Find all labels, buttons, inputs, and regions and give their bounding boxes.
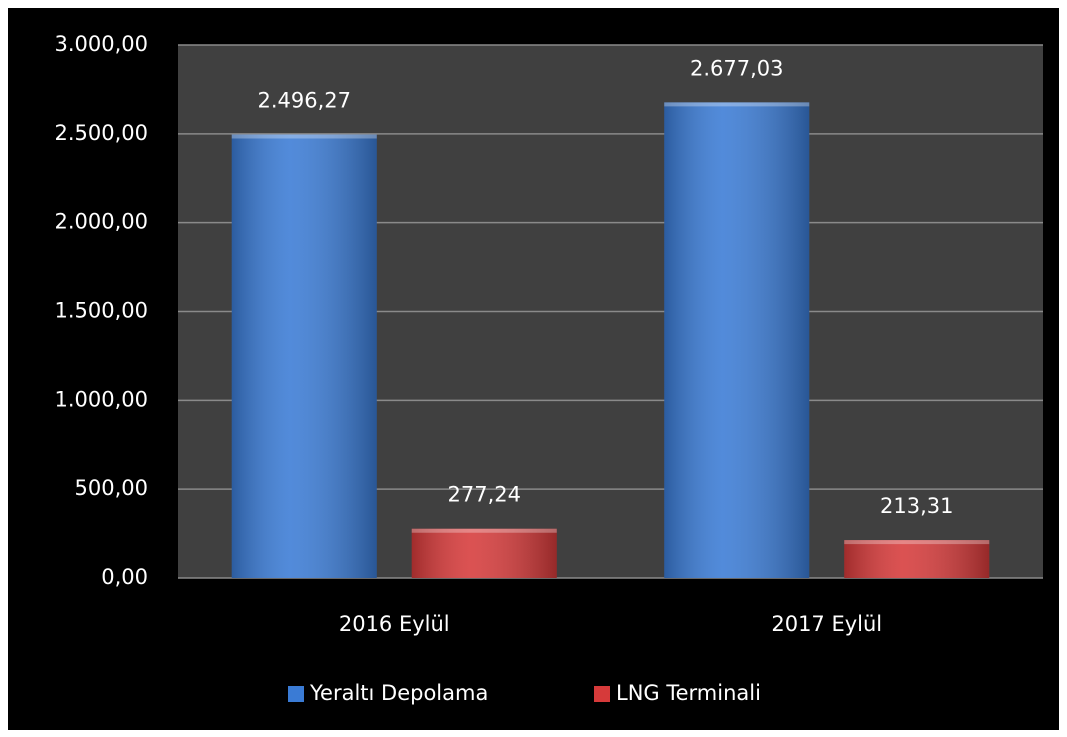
legend-label: LNG Terminali [616, 681, 761, 705]
y-tick-label: 1.500,00 [54, 299, 148, 323]
x-tick-label: 2016 Eylül [339, 612, 450, 636]
y-tick-label: 2.500,00 [54, 121, 148, 145]
data-label: 2.496,27 [257, 88, 351, 112]
data-label: 213,31 [880, 494, 953, 518]
x-tick-label: 2017 Eylül [771, 612, 882, 636]
bar-highlight [664, 102, 810, 107]
y-tick-label: 500,00 [75, 476, 148, 500]
legend-swatch [288, 686, 304, 702]
bar-highlight [231, 134, 377, 139]
bar-shading [664, 102, 810, 578]
legend-swatch [594, 686, 610, 702]
y-tick-label: 1.000,00 [54, 387, 148, 411]
data-label: 277,24 [448, 483, 521, 507]
bar-shading [411, 528, 557, 578]
bar-shading [231, 134, 377, 578]
y-tick-label: 2.000,00 [54, 210, 148, 234]
y-tick-label: 0,00 [101, 565, 148, 589]
bar-shading [844, 540, 990, 578]
legend-label: Yeraltı Depolama [309, 681, 488, 705]
data-label: 2.677,03 [690, 56, 784, 80]
bar-highlight [844, 540, 990, 545]
bar-highlight [411, 528, 557, 533]
y-tick-label: 3.000,00 [54, 32, 148, 56]
